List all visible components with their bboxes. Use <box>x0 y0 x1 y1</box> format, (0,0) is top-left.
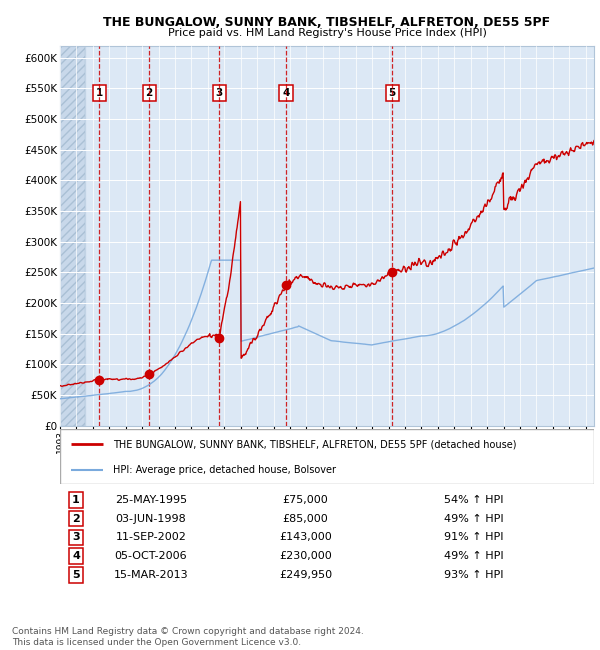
Text: THE BUNGALOW, SUNNY BANK, TIBSHELF, ALFRETON, DE55 5PF (detached house): THE BUNGALOW, SUNNY BANK, TIBSHELF, ALFR… <box>113 439 517 449</box>
Text: 1: 1 <box>72 495 80 505</box>
Text: 4: 4 <box>283 88 290 98</box>
Text: 2: 2 <box>72 514 80 524</box>
Text: 05-OCT-2006: 05-OCT-2006 <box>115 551 187 561</box>
Text: £230,000: £230,000 <box>279 551 332 561</box>
Text: 49% ↑ HPI: 49% ↑ HPI <box>445 551 504 561</box>
Text: 3: 3 <box>215 88 223 98</box>
Text: 5: 5 <box>388 88 395 98</box>
Bar <box>60 46 85 426</box>
Text: 54% ↑ HPI: 54% ↑ HPI <box>445 495 504 505</box>
Text: 25-MAY-1995: 25-MAY-1995 <box>115 495 187 505</box>
Text: 2: 2 <box>145 88 152 98</box>
Text: Contains HM Land Registry data © Crown copyright and database right 2024.
This d: Contains HM Land Registry data © Crown c… <box>12 627 364 647</box>
Text: Price paid vs. HM Land Registry's House Price Index (HPI): Price paid vs. HM Land Registry's House … <box>167 27 487 38</box>
Text: 93% ↑ HPI: 93% ↑ HPI <box>445 570 504 580</box>
Text: £75,000: £75,000 <box>283 495 329 505</box>
Text: HPI: Average price, detached house, Bolsover: HPI: Average price, detached house, Bols… <box>113 465 337 475</box>
Text: 1: 1 <box>95 88 103 98</box>
Text: THE BUNGALOW, SUNNY BANK, TIBSHELF, ALFRETON, DE55 5PF: THE BUNGALOW, SUNNY BANK, TIBSHELF, ALFR… <box>103 16 551 29</box>
Text: 4: 4 <box>72 551 80 561</box>
Text: 11-SEP-2002: 11-SEP-2002 <box>115 532 186 542</box>
Text: 15-MAR-2013: 15-MAR-2013 <box>113 570 188 580</box>
Bar <box>60 46 85 426</box>
Text: 3: 3 <box>72 532 80 542</box>
Text: £249,950: £249,950 <box>279 570 332 580</box>
Text: 91% ↑ HPI: 91% ↑ HPI <box>445 532 504 542</box>
Text: £85,000: £85,000 <box>283 514 329 524</box>
Text: 5: 5 <box>72 570 80 580</box>
Text: 49% ↑ HPI: 49% ↑ HPI <box>445 514 504 524</box>
Text: £143,000: £143,000 <box>279 532 332 542</box>
Text: 03-JUN-1998: 03-JUN-1998 <box>115 514 186 524</box>
